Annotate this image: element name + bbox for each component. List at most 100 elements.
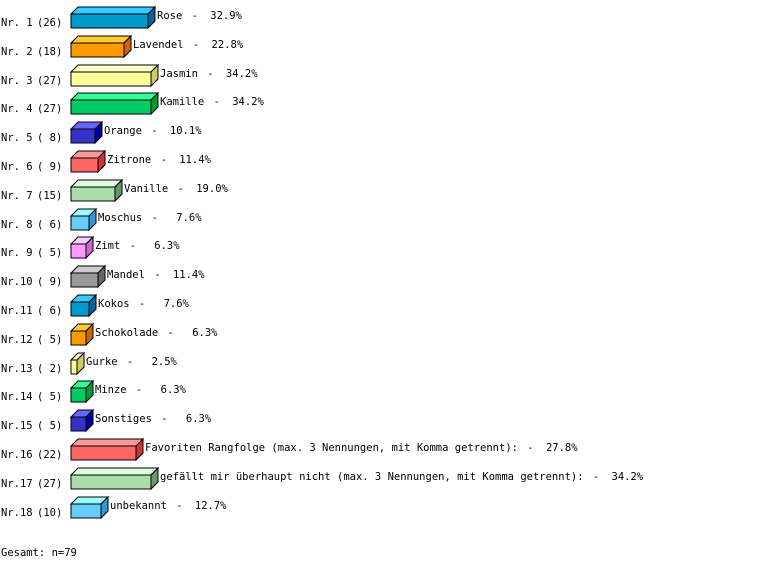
bar (70, 13, 149, 29)
row-count: (22) (37, 449, 62, 461)
row-count: (10) (37, 507, 62, 519)
row-label: Nr. 9 (1, 247, 33, 259)
row-label: Nr. 6 (1, 161, 33, 173)
bar-label: Favoriten Rangfolge (max. 3 Nennungen, m… (145, 442, 578, 454)
bar-label: gefällt mir überhaupt nicht (max. 3 Nenn… (160, 471, 644, 483)
bar-label: Orange - 10.1% (104, 125, 202, 137)
value-label: 6.3% (186, 413, 212, 425)
bar (70, 330, 87, 346)
category-label: Zitrone (107, 154, 151, 166)
category-label: Minze (95, 384, 127, 396)
row-label: Nr.15 (1, 420, 33, 432)
bar-label: Gurke - 2.5% (86, 356, 178, 368)
row-count: (27) (37, 103, 62, 115)
value-label: 34.2% (612, 471, 644, 483)
category-label: Favoriten Rangfolge (max. 3 Nennungen, m… (145, 442, 518, 454)
bar-label: Jasmin - 34.2% (160, 68, 258, 80)
row-count: ( 5) (37, 334, 62, 346)
row-label: Nr. 2 (1, 46, 33, 58)
bar (70, 272, 99, 288)
category-label: Vanille (124, 183, 168, 195)
bar (70, 445, 137, 461)
row-count: (18) (37, 46, 62, 58)
category-label: Schokolade (95, 327, 158, 339)
bar-top (69, 467, 160, 476)
separator: - (521, 442, 540, 454)
value-label: 7.6% (176, 212, 202, 224)
separator: - (201, 68, 220, 80)
bar-label: Vanille - 19.0% (124, 183, 229, 195)
row-label: Nr.12 (1, 334, 33, 346)
separator: - (170, 500, 189, 512)
separator: - (123, 240, 142, 252)
bar-top (69, 64, 160, 73)
total-count: Gesamt: n=79 (1, 547, 77, 559)
separator: - (145, 212, 164, 224)
bar-top (69, 438, 145, 447)
separator: - (187, 39, 206, 51)
category-label: Orange (104, 125, 142, 137)
row-label: Nr. 7 (1, 190, 33, 202)
bar-label: Moschus - 7.6% (98, 212, 202, 224)
row-label: Nr.13 (1, 363, 33, 375)
value-label: 6.3% (154, 240, 180, 252)
value-label: 27.8% (546, 442, 578, 454)
value-label: 6.3% (192, 327, 218, 339)
category-label: Zimt (95, 240, 120, 252)
bar (70, 128, 96, 144)
row-label: Nr. 3 (1, 75, 33, 87)
bar (70, 99, 152, 115)
row-count: ( 9) (37, 161, 62, 173)
row-count: ( 6) (37, 219, 62, 231)
row-count: ( 2) (37, 363, 62, 375)
value-label: 6.3% (161, 384, 187, 396)
row-label: Nr. 5 (1, 132, 33, 144)
category-label: unbekannt (110, 500, 167, 512)
bar (70, 387, 87, 403)
separator: - (171, 183, 190, 195)
bar-top (69, 92, 160, 101)
row-count: (15) (37, 190, 62, 202)
separator: - (154, 154, 173, 166)
row-count: ( 5) (37, 391, 62, 403)
separator: - (587, 471, 606, 483)
bar-label: Minze - 6.3% (95, 384, 187, 396)
bar (70, 359, 78, 375)
separator: - (185, 10, 204, 22)
row-count: (27) (37, 75, 62, 87)
bar (70, 186, 116, 202)
category-label: Mandel (107, 269, 145, 281)
row-label: Nr.11 (1, 305, 33, 317)
bar-top (69, 6, 157, 15)
row-count: ( 5) (37, 247, 62, 259)
category-label: Jasmin (160, 68, 198, 80)
row-count: ( 8) (37, 132, 62, 144)
bar (70, 215, 90, 231)
bar-top (69, 179, 124, 188)
row-label: Nr.14 (1, 391, 33, 403)
value-label: 7.6% (164, 298, 190, 310)
value-label: 19.0% (196, 183, 228, 195)
row-label: Nr.16 (1, 449, 33, 461)
bar (70, 157, 99, 173)
row-label: Nr.17 (1, 478, 33, 490)
bar-label: Zitrone - 11.4% (107, 154, 212, 166)
category-label: Moschus (98, 212, 142, 224)
value-label: 11.4% (173, 269, 205, 281)
bar (70, 71, 152, 87)
bar-top (69, 35, 133, 44)
bar-label: Kokos - 7.6% (98, 298, 190, 310)
bar (70, 243, 87, 259)
bar-label: Schokolade - 6.3% (95, 327, 218, 339)
separator: - (145, 125, 164, 137)
separator: - (130, 384, 149, 396)
separator: - (121, 356, 140, 368)
row-count: ( 9) (37, 276, 62, 288)
value-label: 32.9% (210, 10, 242, 22)
bar-label: Lavendel - 22.8% (133, 39, 244, 51)
category-label: Lavendel (133, 39, 184, 51)
separator: - (207, 96, 226, 108)
bar (70, 301, 90, 317)
bar-label: Rose - 32.9% (157, 10, 243, 22)
category-label: gefällt mir überhaupt nicht (max. 3 Nenn… (160, 471, 584, 483)
